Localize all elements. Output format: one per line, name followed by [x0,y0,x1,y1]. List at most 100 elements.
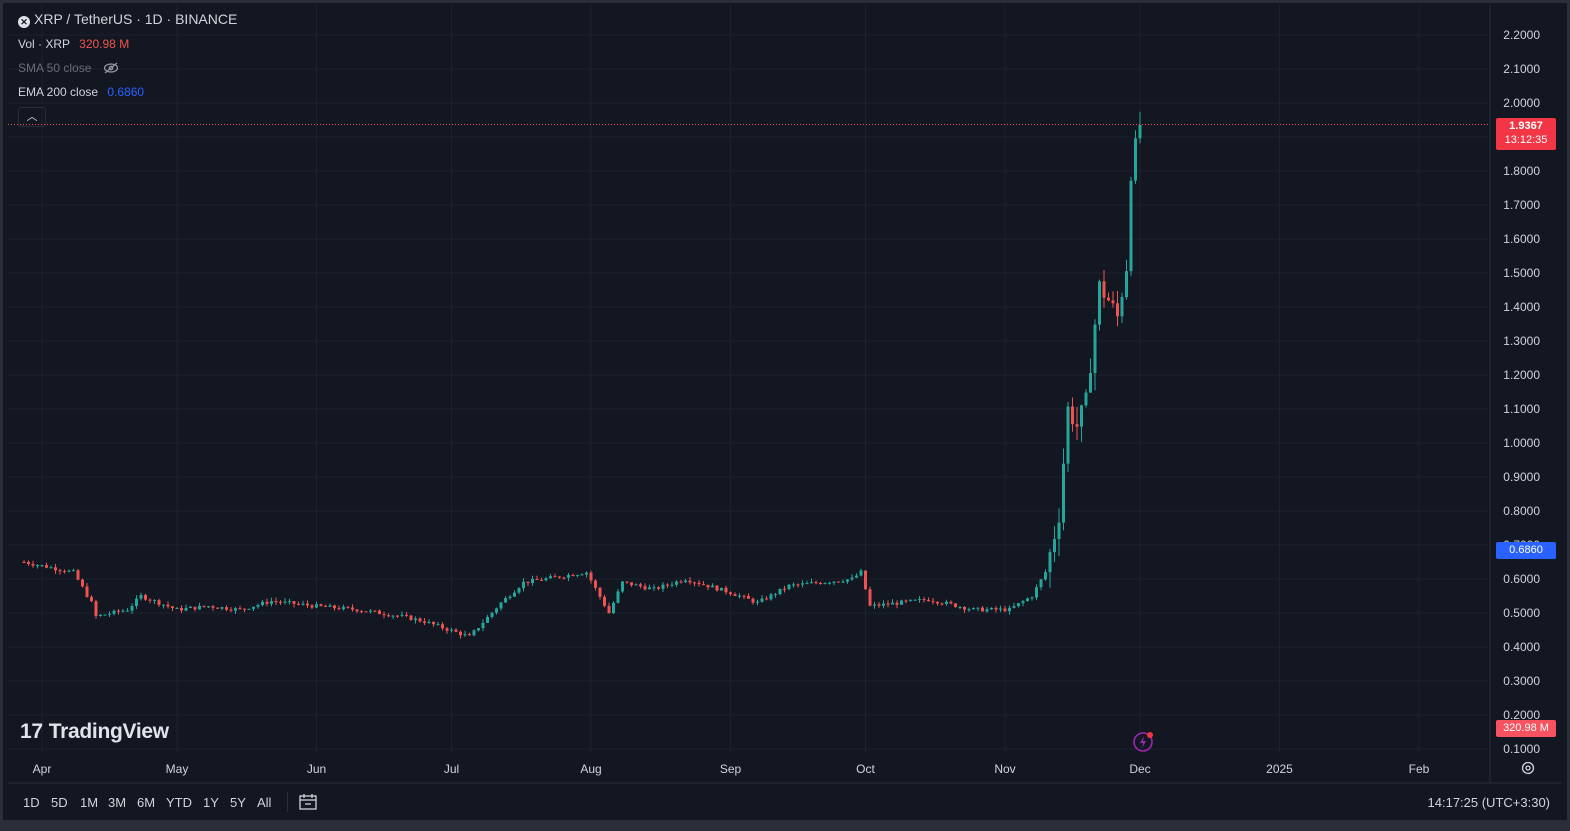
range-button-5d[interactable]: 5D [51,795,68,810]
candle-body [459,631,462,636]
candle-body [1057,522,1061,540]
candle-body [261,601,264,605]
candle-body [508,596,512,599]
candle-body [841,581,845,583]
candle-body [576,575,579,577]
candle-body [292,601,296,604]
symbol-legend[interactable]: ✕ XRP / TetherUS · 1D · BINANCE [18,11,237,28]
ema-legend[interactable]: EMA 200 close 0.6860 [18,85,144,99]
range-button-6m[interactable]: 6M [137,795,156,810]
candle-body [796,584,800,586]
candle-body [1098,281,1101,325]
range-button-3m[interactable]: 3M [108,795,127,810]
candle-body [31,563,35,566]
candle-body [859,570,863,576]
range-button-5y[interactable]: 5Y [230,795,246,810]
candle-body [1107,297,1110,301]
candle-body [22,562,26,563]
candle-body [756,601,759,603]
candle-body [837,581,840,583]
range-button-1d[interactable]: 1D [23,795,40,810]
candle-body [828,582,831,584]
candle-body [936,601,939,604]
calendar-icon[interactable] [298,793,318,811]
y-tick-label: 1.5000 [1503,266,1540,280]
legend-collapse-button[interactable]: ︿ [18,107,46,127]
x-tick-label: Feb [1409,762,1430,776]
candle-body [373,610,377,612]
candle-body [171,606,174,609]
x-tick-label: Oct [856,762,875,776]
candle-body [252,606,255,609]
candle-body [702,584,705,586]
candle-body [180,607,183,611]
candle-body [693,582,696,584]
candle-body [513,592,516,597]
volume-label: Vol · XRP [18,37,70,51]
candle-body [648,587,651,590]
range-button-ytd[interactable]: YTD [166,795,192,810]
candle-body [207,606,210,608]
candle-body [517,588,521,593]
range-button-1m[interactable]: 1M [80,795,99,810]
sma-legend[interactable]: SMA 50 close [18,61,119,75]
candle-body [468,634,471,636]
candle-body [1039,579,1043,588]
xrp-logo-icon: ✕ [18,16,30,28]
candle-body [378,610,381,615]
candle-body [499,602,503,609]
candle-body [405,614,408,616]
candle-body [553,576,557,578]
y-tick-label: 0.8000 [1503,504,1540,518]
last-price-value: 1.9367 [1509,120,1543,132]
candle-body [198,605,201,610]
x-tick-label: Nov [994,762,1015,776]
candle-body [972,608,975,610]
candle-body [715,585,719,591]
candle-body [1026,598,1029,602]
candle-body [369,610,372,612]
candle-body [657,587,660,589]
candle-body [355,609,359,612]
candle-body [846,579,849,582]
candle-body [805,583,809,585]
candle-body [697,582,701,585]
candle-body [108,613,111,615]
y-tick-label: 0.9000 [1503,470,1540,484]
eye-off-icon[interactable] [103,62,119,74]
chart-axes: 2.20002.10002.00001.90001.80001.70001.60… [8,5,1562,784]
timezone-clock[interactable]: 14:17:25 (UTC+3:30) [1427,795,1550,810]
lightning-icon[interactable] [1132,729,1156,753]
candle-body [823,582,827,584]
candle-body [432,621,435,625]
candle-body [832,581,836,583]
candle-body [270,601,273,604]
gear-icon[interactable] [1520,760,1536,776]
candle-body [612,602,615,614]
candle-body [679,581,683,583]
ema-price-badge: 0.6860 [1496,542,1556,559]
candle-body [144,594,147,600]
candle-body [1008,607,1011,612]
y-tick-label: 1.0000 [1503,436,1540,450]
candle-body [256,604,260,607]
tradingview-logo[interactable]: 17 TradingView [20,720,169,744]
range-button-all[interactable]: All [257,795,272,810]
range-button-1y[interactable]: 1Y [203,795,219,810]
candle-body [819,583,822,585]
candle-body [387,615,390,617]
candle-body [747,595,750,599]
tradingview-mark-icon: 17 [20,720,43,743]
candle-body [724,587,728,593]
candle-body [634,584,638,586]
candle-body [121,610,125,612]
candle-body [549,576,552,579]
volume-legend[interactable]: Vol · XRP 320.98 M [18,37,129,51]
y-tick-label: 1.8000 [1503,164,1540,178]
candle-body [733,594,737,596]
candle-body [985,609,989,612]
candle-body [940,603,944,605]
candle-body [1030,597,1034,599]
candle-body [45,565,48,568]
